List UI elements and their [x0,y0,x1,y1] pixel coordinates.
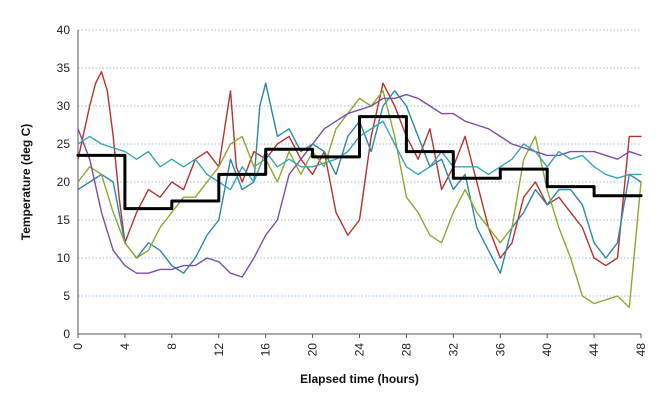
y-tick-label: 0 [63,327,70,341]
x-tick-label: 20 [306,343,320,357]
x-tick-label: 44 [587,343,601,357]
series-line-2 [77,82,642,274]
x-tick-label: 12 [212,343,226,357]
x-tick-label: 32 [446,343,460,357]
x-tick-labels: 0 4 8 12 16 20 24 28 32 36 40 44 48 [71,334,648,356]
x-tick-label: 16 [259,343,273,357]
series-line-3 [77,90,642,309]
x-tick-label: 36 [493,343,507,357]
y-tick-label: 15 [57,213,71,227]
gridlines [78,29,641,297]
series-layer [76,71,643,309]
series-line-6 [76,115,643,211]
x-tick-label: 0 [71,343,85,350]
series-line-4 [77,93,642,278]
x-tick-label: 48 [634,343,648,357]
x-axis-title: Elapsed time (hours) [300,372,419,386]
y-tick-labels: 0 5 10 15 20 25 30 35 40 [57,23,71,341]
y-tick-label: 5 [63,289,70,303]
y-tick-label: 25 [57,137,71,151]
y-tick-label: 30 [57,99,71,113]
x-tick-label: 24 [353,343,367,357]
x-tick-label: 40 [540,343,554,357]
y-tick-label: 40 [57,23,71,37]
x-tick-label: 28 [399,343,413,357]
x-tick-label: 4 [118,343,132,350]
y-tick-label: 20 [57,175,71,189]
series-line-1 [77,71,642,267]
x-tick-label: 8 [165,343,179,350]
y-tick-label: 35 [57,61,71,75]
y-axis-title: Temperature (deg C) [19,124,33,240]
y-tick-label: 10 [57,251,71,265]
